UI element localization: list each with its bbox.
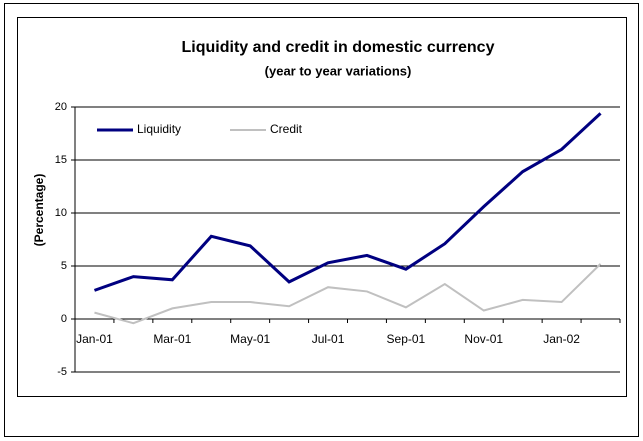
x-tick-label: May-01 xyxy=(230,332,270,346)
x-tick-label: Jan-02 xyxy=(543,332,580,346)
x-tick-label: Jul-01 xyxy=(312,332,345,346)
legend-label: Credit xyxy=(270,122,303,136)
y-tick-label: -5 xyxy=(57,366,67,378)
y-tick-label: 0 xyxy=(61,313,67,325)
x-tick-label: Nov-01 xyxy=(464,332,503,346)
y-axis-label: (Percentage) xyxy=(32,174,46,247)
y-tick-label: 15 xyxy=(55,154,67,166)
x-tick-label: Jan-01 xyxy=(76,332,113,346)
legend-label: Liquidity xyxy=(137,122,181,136)
chart-frame xyxy=(17,17,627,397)
chart-title: Liquidity and credit in domestic currenc… xyxy=(182,39,495,56)
y-tick-label: 10 xyxy=(55,207,67,219)
data-line xyxy=(94,263,602,325)
chart-subtitle: (year to year variations) xyxy=(265,63,412,78)
x-tick-label: Sep-01 xyxy=(387,332,426,346)
data-line xyxy=(93,112,602,292)
y-tick-label: 20 xyxy=(55,101,67,113)
x-tick-label: Mar-01 xyxy=(153,332,191,346)
y-tick-label: 5 xyxy=(61,260,67,272)
